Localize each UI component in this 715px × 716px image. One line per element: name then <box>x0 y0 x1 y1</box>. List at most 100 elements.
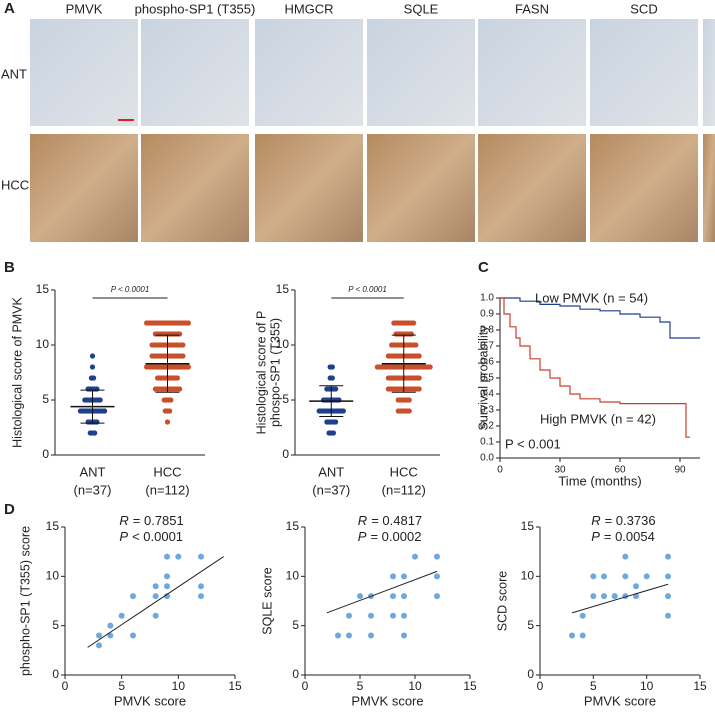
y-tick-label: 0.4 <box>480 389 494 400</box>
x-tick-label: 10 <box>640 679 654 693</box>
fit-line <box>87 556 224 648</box>
data-point <box>130 593 136 600</box>
statistic-symbol: R <box>119 513 128 528</box>
data-point <box>329 375 335 381</box>
micrograph <box>703 19 715 126</box>
data-point <box>665 573 671 580</box>
statistic-symbol: R <box>591 513 600 528</box>
data-point <box>164 583 170 590</box>
micrograph <box>590 134 698 242</box>
data-point <box>665 593 671 600</box>
column-label: SQLE <box>404 1 439 16</box>
data-point <box>401 632 407 639</box>
data-point <box>416 386 422 392</box>
data-point <box>130 632 136 639</box>
y-tick-label: 5 <box>282 392 289 406</box>
data-point <box>333 386 339 392</box>
micrograph <box>141 134 249 242</box>
data-point <box>340 408 346 414</box>
y-tick-label: 0 <box>292 667 299 681</box>
data-point <box>643 573 650 580</box>
y-axis-label: SQLE score <box>260 567 274 634</box>
data-point <box>622 553 629 560</box>
y-axis-label: phospho-SP1 (T355) score <box>18 526 32 676</box>
data-point <box>118 612 125 619</box>
survival-curve <box>500 297 690 438</box>
data-point <box>164 573 170 580</box>
data-point <box>416 375 422 381</box>
y-tick-label: 5 <box>52 618 59 632</box>
statistic-symbol: R <box>358 513 367 528</box>
data-point <box>408 331 415 337</box>
data-point <box>368 632 374 639</box>
panel-label: B <box>4 259 15 276</box>
y-tick-label: 10 <box>286 569 300 583</box>
micrograph <box>367 19 475 126</box>
data-point <box>198 583 204 590</box>
data-point <box>622 573 629 580</box>
statistic: R = 0.7851 <box>119 513 183 528</box>
micrograph <box>367 134 475 242</box>
column-label: SCD <box>630 1 657 16</box>
chart: 0 5 10 15 SCD score 0 5 10 15 PMVK score R = 0.3736… <box>495 513 707 708</box>
statistic-value: < 0.0001 <box>132 529 183 544</box>
data-point <box>94 386 100 392</box>
data-point <box>401 573 407 580</box>
chart: 0 5 10 15 SQLE score 0 5 10 15 PMVK score R = 0.481… <box>260 513 477 708</box>
x-axis-label: PMVK score <box>351 693 423 708</box>
x-tick-label: 15 <box>463 679 477 693</box>
statistic-symbol: P <box>119 529 128 544</box>
y-tick-label: 0.2 <box>480 421 494 432</box>
x-tick-label: 30 <box>554 465 566 476</box>
row-label: HCC <box>1 177 29 192</box>
y-axis-label: Histological score of PMVK <box>10 296 24 447</box>
data-point <box>198 593 204 600</box>
y-tick-label: 0 <box>527 667 534 681</box>
x-tick-label: 5 <box>357 679 364 693</box>
data-point <box>333 419 339 425</box>
data-point <box>579 612 586 619</box>
x-tick-label: 15 <box>693 679 707 693</box>
statistic-symbol: P <box>591 529 600 544</box>
micrograph <box>141 19 249 126</box>
y-tick-label: 5 <box>527 618 534 632</box>
data-point <box>590 593 597 600</box>
data-point <box>434 553 440 560</box>
data-point <box>406 408 412 414</box>
series-label: Low PMVK (n = 54) <box>535 290 648 305</box>
y-tick-label: 1.0 <box>480 293 494 304</box>
micrograph <box>590 19 698 126</box>
micrograph <box>478 134 586 242</box>
data-point <box>335 632 341 639</box>
data-point <box>96 632 102 639</box>
x-tick-label: 10 <box>172 679 186 693</box>
data-point <box>177 331 183 337</box>
y-tick-label: 0.8 <box>480 325 494 336</box>
column-label: PMVK <box>66 1 103 16</box>
data-point <box>569 632 575 639</box>
data-point <box>167 408 173 414</box>
chart: 0 5 10 15 phospho-SP1 (T355) score 0 5 10 15 PMVK… <box>18 513 242 708</box>
y-tick-label: 0 <box>42 447 49 461</box>
column-label: HMGCR <box>284 1 333 16</box>
y-axis-label: SCD score <box>495 571 509 631</box>
y-axis-label: Histological score of P <box>254 311 268 435</box>
data-point <box>152 593 159 600</box>
data-point <box>411 320 417 326</box>
x-tick-label: 5 <box>590 679 597 693</box>
statistic-symbol: P <box>358 529 367 544</box>
x-axis-label: Time (months) <box>558 473 641 488</box>
x-tick-label: 0 <box>62 679 69 693</box>
x-tick-label: (n=112) <box>382 482 426 497</box>
data-point <box>665 553 671 560</box>
data-point <box>96 642 102 649</box>
x-tick-label: (n=37) <box>312 482 350 497</box>
statistic: P = 0.0002 <box>358 529 422 544</box>
data-point <box>601 573 607 580</box>
y-tick-label: 0.1 <box>480 437 494 448</box>
x-tick-label: (n=37) <box>74 482 112 497</box>
micrograph <box>478 19 586 126</box>
data-point <box>168 397 174 403</box>
data-point <box>152 583 159 590</box>
x-tick-label: 90 <box>674 465 686 476</box>
